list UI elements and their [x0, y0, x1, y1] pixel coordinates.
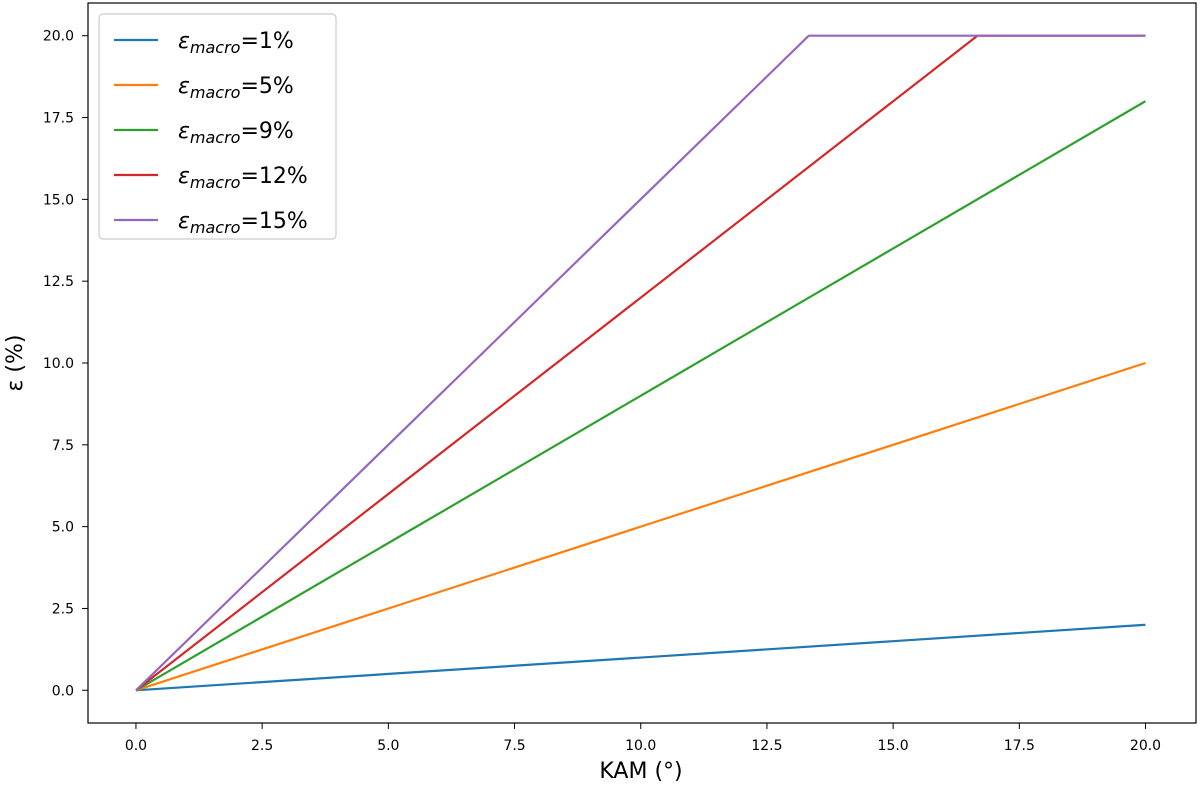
x-tick-label: 0.0	[125, 738, 147, 754]
legend-symbol: ε	[178, 119, 190, 144]
series-line-1	[135, 623, 1146, 692]
x-tick-label: 20.0	[1130, 738, 1161, 754]
y-tick-label: 17.5	[43, 111, 74, 127]
legend-label-5: εmacro=15%	[178, 209, 308, 237]
legend-value: =15%	[240, 209, 307, 234]
y-tick-label: 20.0	[43, 29, 74, 45]
legend-value: =5%	[240, 74, 293, 99]
x-axis-label: KAM (°)	[599, 759, 682, 784]
y-tick-label: 2.5	[52, 601, 74, 617]
legend-subscript: macro	[190, 218, 241, 237]
y-tick-label: 0.0	[52, 683, 74, 699]
x-tick-label: 5.0	[377, 738, 399, 754]
legend-label-3: εmacro=9%	[178, 119, 294, 147]
legend-frame	[98, 13, 337, 240]
series-line-3	[135, 100, 1147, 692]
legend-symbol: ε	[178, 29, 190, 54]
x-tick-label: 10.0	[625, 738, 656, 754]
y-axis: 0.0 2.5 5.0 7.5 10.0 12.5 15.0 17.5 20.0	[43, 29, 88, 699]
x-axis: 0.0 2.5 5.0 7.5 10.0 12.5 15.0 17.5 20.0	[125, 723, 1161, 754]
legend: εmacro=1%εmacro=5%εmacro=9%εmacro=12%εma…	[98, 13, 337, 240]
x-tick-label: 17.5	[1004, 738, 1035, 754]
legend-symbol: ε	[178, 74, 190, 99]
legend-label-1: εmacro=1%	[178, 29, 294, 57]
legend-value: =1%	[240, 29, 293, 54]
legend-subscript: macro	[190, 83, 241, 102]
series-lines	[135, 34, 1147, 692]
y-tick-label: 5.0	[52, 520, 74, 536]
y-axis-label: ε (%)	[3, 335, 28, 392]
series-line-2	[135, 361, 1146, 692]
legend-value: =12%	[240, 164, 307, 189]
legend-symbol: ε	[178, 164, 190, 189]
y-tick-label: 10.0	[43, 356, 74, 372]
legend-symbol: ε	[178, 209, 190, 234]
legend-subscript: macro	[190, 128, 241, 147]
y-tick-label: 15.0	[43, 192, 74, 208]
y-tick-label: 7.5	[52, 438, 74, 454]
legend-value: =9%	[240, 119, 293, 144]
x-tick-label: 2.5	[251, 738, 273, 754]
x-tick-label: 12.5	[751, 738, 782, 754]
x-tick-label: 7.5	[503, 738, 525, 754]
legend-label-2: εmacro=5%	[178, 74, 294, 102]
legend-label-4: εmacro=12%	[178, 164, 308, 192]
series-line-5	[135, 34, 1146, 692]
legend-subscript: macro	[190, 173, 241, 192]
x-tick-label: 15.0	[878, 738, 909, 754]
legend-subscript: macro	[190, 38, 241, 57]
y-tick-label: 12.5	[43, 274, 74, 290]
